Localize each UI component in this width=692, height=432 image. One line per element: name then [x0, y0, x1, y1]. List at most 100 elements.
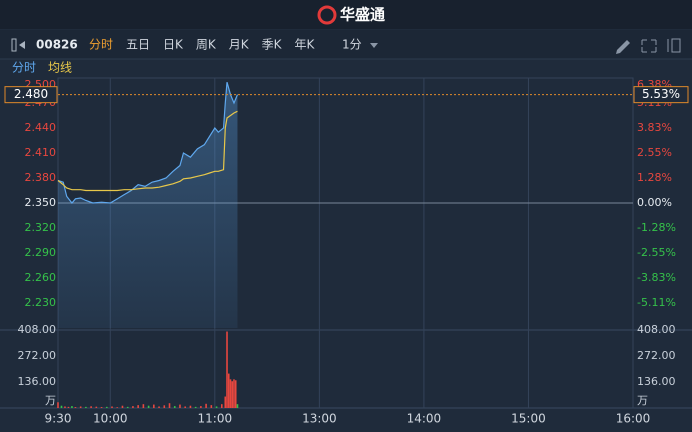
- volume-bar: [226, 331, 228, 408]
- layout-icon[interactable]: [667, 38, 681, 53]
- volume-bar: [189, 405, 192, 408]
- volume-bar: [231, 381, 234, 408]
- y-tick-label: 2.410: [25, 146, 57, 159]
- volume-bar: [234, 380, 237, 408]
- y-tick-label: 2.290: [25, 246, 57, 259]
- last-change-box: [633, 86, 689, 104]
- y-tick-label: 2.350: [25, 196, 57, 209]
- period-tab[interactable]: 分时: [89, 38, 113, 52]
- last-price-label: 2.480: [14, 87, 48, 101]
- volume-tick-label: 408.00: [18, 323, 57, 336]
- interval-select[interactable]: 1分: [342, 38, 362, 52]
- period-tab[interactable]: 季K: [262, 38, 283, 52]
- volume-bar: [137, 405, 139, 408]
- toolbar: [0, 30, 692, 59]
- volume-bar: [116, 407, 119, 408]
- y2-tick-label: -3.83%: [637, 271, 676, 284]
- x-tick-label: 13:00: [302, 412, 337, 426]
- volume-bar: [153, 404, 155, 408]
- volume-bar: [173, 406, 176, 408]
- x-tick-label: 9:30: [45, 412, 72, 426]
- volume-bar: [74, 407, 77, 408]
- logo-text: 华盛通: [340, 6, 385, 24]
- volume-bar: [184, 406, 186, 408]
- collapse-icon-bar: [11, 38, 17, 52]
- volume-bar: [79, 406, 82, 408]
- volume-tick-label-right: 272.00: [637, 349, 676, 362]
- collapse-icon[interactable]: [11, 38, 25, 52]
- price-line: [57, 82, 239, 204]
- volume-bar: [168, 403, 171, 408]
- y2-tick-label: -2.55%: [637, 246, 676, 259]
- draw-icon[interactable]: [616, 40, 630, 54]
- volume-bar: [158, 406, 160, 408]
- header-bar: [0, 0, 692, 29]
- volume-bar: [60, 405, 63, 408]
- volume-tick-label-right: 136.00: [637, 375, 676, 388]
- volume-tick-label-right: 408.00: [637, 323, 676, 336]
- volume-bar: [224, 396, 227, 408]
- y-tick-label: 2.320: [25, 221, 57, 234]
- volume-bar: [220, 404, 223, 408]
- legend-entry[interactable]: 分时: [12, 61, 36, 75]
- price-area: [58, 82, 238, 329]
- last-price-box: [4, 86, 58, 104]
- volume-bar: [90, 406, 92, 408]
- volume-bar: [163, 405, 166, 408]
- x-tick-label: 11:00: [198, 412, 233, 426]
- y2-tick-label: 2.55%: [637, 146, 672, 159]
- y2-tick-label: 3.83%: [637, 121, 672, 134]
- period-tab[interactable]: 五日: [126, 38, 150, 52]
- x-tick-label: 16:00: [616, 412, 651, 426]
- average-line: [57, 110, 238, 192]
- expand-icon[interactable]: [641, 39, 657, 53]
- period-tab[interactable]: 月K: [229, 38, 250, 52]
- volume-unit-right: 万: [637, 394, 648, 407]
- volume-bar: [194, 406, 197, 408]
- y-tick-label: 2.380: [25, 171, 57, 184]
- stock-code: 00826: [36, 38, 78, 52]
- volume-bar: [57, 402, 59, 408]
- period-tab[interactable]: 日K: [163, 38, 184, 52]
- y-tick-label: 2.440: [25, 121, 57, 134]
- legend-entry[interactable]: 均线: [48, 61, 72, 75]
- volume-bar: [85, 406, 87, 408]
- period-tab[interactable]: 年K: [295, 38, 316, 52]
- volume-bar: [121, 405, 124, 408]
- volume-tick-label: 272.00: [18, 349, 57, 362]
- y2-tick-label: -5.11%: [637, 296, 676, 309]
- y2-tick-label: 1.28%: [637, 171, 672, 184]
- volume-bar: [236, 404, 239, 408]
- y-tick-label: 2.260: [25, 271, 57, 284]
- volume-bar: [229, 379, 232, 408]
- volume-bar: [132, 406, 134, 408]
- volume-bar: [205, 403, 207, 408]
- volume-bar: [233, 379, 235, 408]
- volume-bar: [142, 404, 145, 408]
- logo-icon: [317, 5, 337, 25]
- volume-bar: [126, 406, 129, 408]
- volume-unit: 万: [45, 394, 56, 407]
- volume-bar: [95, 406, 98, 408]
- volume-bar: [105, 406, 108, 408]
- volume-bar: [71, 406, 73, 408]
- x-tick-label: 15:00: [511, 412, 546, 426]
- volume-bar: [64, 406, 66, 408]
- volume-bar: [200, 406, 202, 408]
- dropdown-arrow[interactable]: [370, 43, 378, 48]
- volume-bar: [210, 405, 213, 408]
- y2-tick-label: 0.00%: [637, 196, 672, 209]
- last-change-label: 5.53%: [642, 87, 680, 101]
- period-tab[interactable]: 周K: [196, 38, 217, 52]
- collapse-icon-arrow: [19, 41, 25, 49]
- volume-tick-label: 136.00: [18, 375, 57, 388]
- y-tick-label: 2.230: [25, 296, 57, 309]
- volume-bar: [67, 406, 70, 408]
- x-tick-label: 10:00: [93, 412, 128, 426]
- volume-bar: [227, 373, 230, 408]
- y2-tick-label: -1.28%: [637, 221, 676, 234]
- volume-bar: [179, 404, 181, 408]
- volume-bar: [215, 406, 218, 408]
- volume-bar: [111, 406, 113, 408]
